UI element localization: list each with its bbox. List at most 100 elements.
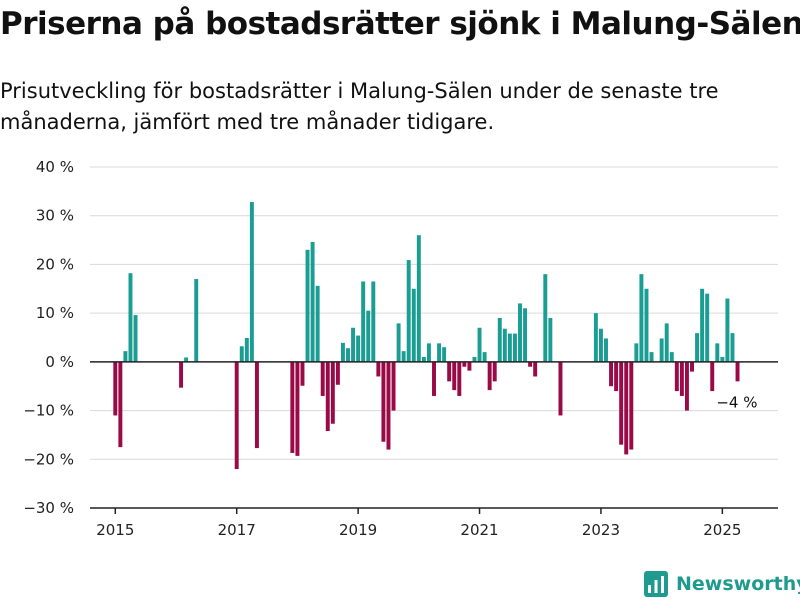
bar xyxy=(416,235,421,362)
bar xyxy=(730,333,735,362)
x-tick-label: 2017 xyxy=(218,521,256,539)
bar xyxy=(371,281,376,362)
bar xyxy=(452,361,457,391)
bar xyxy=(447,361,452,382)
bar xyxy=(604,338,608,362)
bar xyxy=(386,361,391,450)
bar xyxy=(639,274,644,362)
x-tick-label: 2025 xyxy=(703,521,741,539)
bar xyxy=(669,352,674,362)
bar xyxy=(700,288,705,362)
bar xyxy=(244,337,249,362)
bar xyxy=(310,242,315,362)
bar xyxy=(720,356,725,362)
bar xyxy=(497,318,502,362)
x-tick-label: 2015 xyxy=(96,521,134,539)
bar xyxy=(406,260,411,362)
x-tick-label: 2019 xyxy=(339,521,377,539)
last-value-label: −4 % xyxy=(716,394,757,412)
bar xyxy=(391,361,396,411)
bar xyxy=(518,303,522,362)
bar xyxy=(437,343,442,362)
y-tick-label: 10 % xyxy=(36,304,74,322)
grid-lines xyxy=(90,166,778,460)
bar xyxy=(548,318,553,362)
bar xyxy=(695,333,700,362)
bar xyxy=(401,351,406,362)
bar xyxy=(128,273,133,362)
bar xyxy=(609,361,614,387)
bar xyxy=(315,285,320,362)
chart-title: Priserna på bostadsrätter sjönk i Malung… xyxy=(0,6,800,42)
bar xyxy=(629,361,634,450)
bar xyxy=(133,315,138,362)
bar xyxy=(619,361,624,445)
bar xyxy=(432,361,436,396)
x-axis-ticks: 2015 2017 2019 2021 2023 2025 xyxy=(96,508,741,539)
bar xyxy=(330,361,335,424)
bar xyxy=(482,352,487,362)
bar xyxy=(492,361,497,382)
y-tick-label: −10 % xyxy=(23,402,74,420)
bar xyxy=(426,343,431,362)
newsworthy-logo-icon xyxy=(644,571,668,597)
bar-chart: −30 %−20 %−10 %0 %10 %20 %30 %40 % 2015 2… xyxy=(23,158,778,539)
bar xyxy=(442,347,447,362)
bar xyxy=(725,298,730,362)
bar xyxy=(715,343,720,362)
bar xyxy=(598,328,603,362)
x-tick-label: 2023 xyxy=(582,521,620,539)
bar xyxy=(381,361,386,442)
bar xyxy=(376,361,381,377)
bar xyxy=(634,343,639,362)
bar xyxy=(305,249,310,362)
bar xyxy=(614,361,619,392)
y-tick-label: −20 % xyxy=(23,450,74,468)
bar xyxy=(523,308,528,362)
bar xyxy=(239,346,244,362)
bar xyxy=(512,333,517,362)
bar xyxy=(679,361,684,396)
bar xyxy=(361,281,366,362)
bar xyxy=(624,361,629,455)
bar xyxy=(507,333,512,362)
bar xyxy=(366,310,371,362)
bar xyxy=(179,361,184,388)
bar xyxy=(411,288,416,362)
bar xyxy=(396,323,401,362)
bar xyxy=(295,361,300,456)
bar xyxy=(593,313,598,362)
newsworthy-logo: Newsworthy xyxy=(644,569,800,599)
bar xyxy=(351,327,356,362)
bar xyxy=(118,361,123,448)
y-tick-label: 20 % xyxy=(36,255,74,273)
y-tick-label: 0 % xyxy=(45,353,74,371)
x-tick-label: 2021 xyxy=(460,521,498,539)
bar xyxy=(467,361,472,371)
chart-subtitle: Prisutveckling för bostadsrätter i Malun… xyxy=(0,79,719,134)
bar xyxy=(705,293,710,362)
bar xyxy=(356,335,361,362)
bar xyxy=(528,361,533,367)
bar xyxy=(659,338,664,362)
bar xyxy=(664,323,669,362)
bar xyxy=(477,327,482,362)
bar xyxy=(335,361,340,385)
bar xyxy=(644,288,649,362)
bar xyxy=(674,361,679,392)
bars xyxy=(113,202,740,470)
bar xyxy=(457,361,462,396)
bar xyxy=(234,361,239,470)
bar xyxy=(558,361,563,416)
bar xyxy=(254,361,259,449)
bar xyxy=(487,361,492,391)
y-axis-ticks: −30 % −20 % −10 % 0 % 10 % 20 % 30 % 40 % xyxy=(23,158,74,517)
bar xyxy=(690,361,694,372)
bar xyxy=(472,356,477,362)
bar xyxy=(194,279,199,362)
brand-name: Newsworthy xyxy=(676,573,800,595)
bar xyxy=(325,361,330,432)
bar xyxy=(533,361,538,377)
y-tick-label: −30 % xyxy=(23,499,74,517)
bar xyxy=(543,274,548,362)
